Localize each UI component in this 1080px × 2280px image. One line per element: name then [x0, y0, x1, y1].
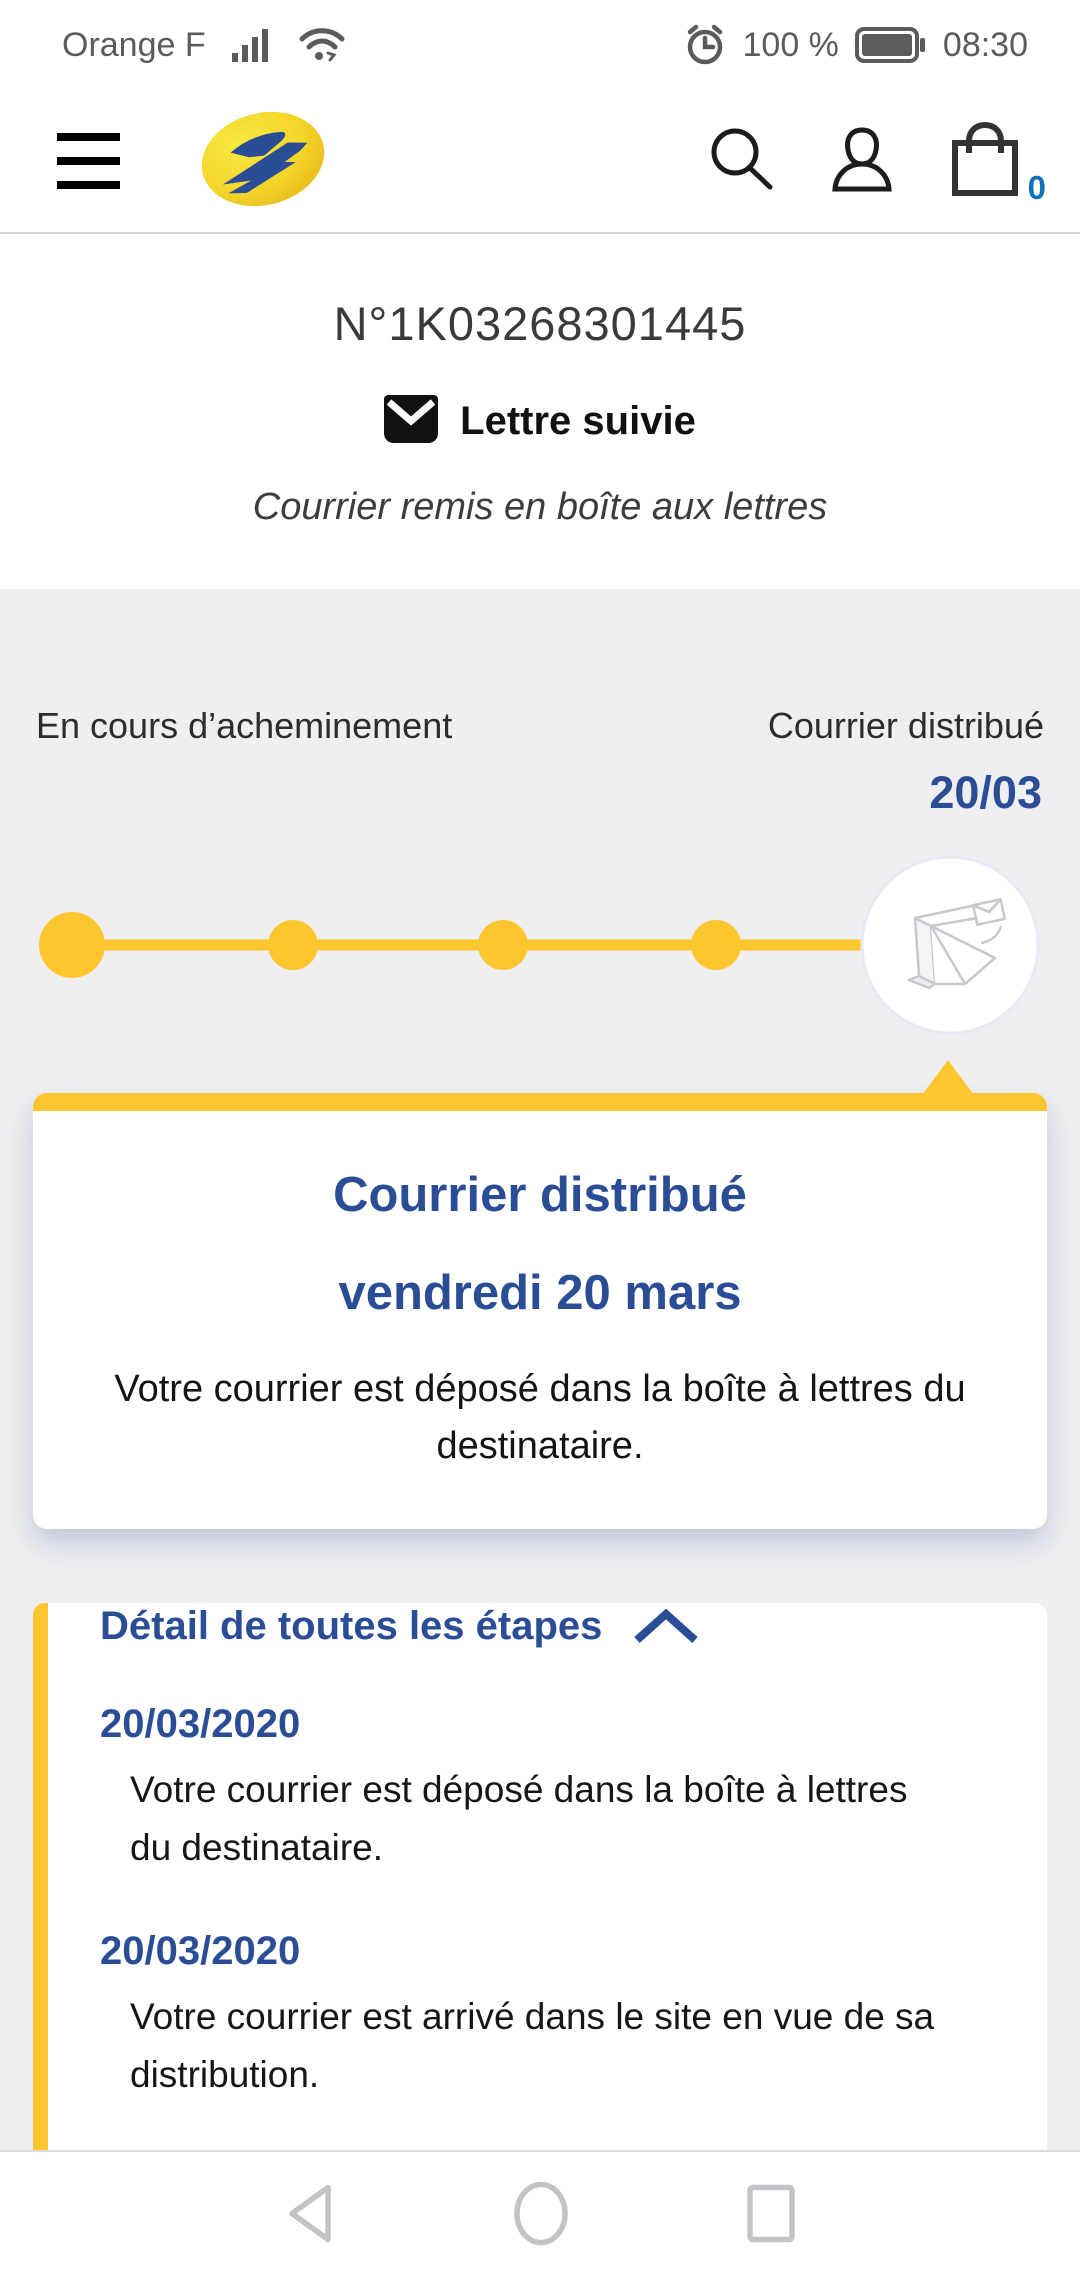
recents-icon[interactable] [746, 2183, 796, 2250]
search-icon[interactable] [708, 126, 774, 197]
signal-icon [230, 25, 274, 65]
card-description: Votre courrier est déposé dans la boîte … [114, 1368, 966, 1467]
tracking-section: En cours d’acheminement Courrier distrib… [0, 589, 1080, 2150]
chevron-up-icon [632, 1608, 700, 1650]
shipment-type-label: Lettre suivie [460, 399, 696, 443]
app-header: 0 [0, 90, 1080, 234]
menu-icon[interactable] [57, 133, 120, 189]
cart-button[interactable]: 0 [950, 121, 1046, 206]
delivery-status-card: Courrier distribué vendredi 20 mars Votr… [33, 1093, 1047, 1529]
progress-dot [478, 920, 528, 970]
progress-dot [39, 912, 105, 978]
shipment-summary: N°1K03268301445 Lettre suivie Courrier r… [0, 234, 1080, 589]
status-summary: Courrier remis en boîte aux lettres [252, 486, 828, 528]
progress-tracker [0, 835, 1080, 1085]
progress-right-label: Courrier distribué [767, 705, 1044, 746]
step-date: 20/03/2020 [100, 1929, 301, 1973]
tracking-number: N°1K03268301445 [333, 297, 747, 350]
status-bar: Orange F [0, 0, 1080, 90]
battery-icon [854, 26, 927, 64]
card-title: Courrier distribué [333, 1168, 747, 1222]
back-icon[interactable] [282, 2180, 338, 2253]
cart-count-badge: 0 [1027, 168, 1046, 206]
step-date: 20/03/2020 [100, 1702, 301, 1746]
carrier-label: Orange F [62, 25, 206, 64]
laposte-logo[interactable] [198, 107, 328, 216]
battery-percent-label: 100 % [742, 25, 839, 64]
person-icon[interactable] [830, 124, 894, 199]
card-subtitle: vendredi 20 mars [338, 1266, 742, 1320]
card-pointer-triangle [917, 1060, 979, 1102]
steps-detail-card: Détail de toutes les étapes 20/03/2020 V… [33, 1603, 1047, 2150]
step-entry: 20/03/2020 Votre courrier est arrivé dan… [100, 1929, 987, 2104]
step-text: Votre courrier est déposé dans la boîte … [130, 1769, 908, 1868]
progress-dot [268, 920, 318, 970]
mailbox-letter-icon [907, 898, 1007, 990]
android-nav-bar [0, 2150, 1080, 2280]
clock-label: 08:30 [942, 25, 1028, 64]
alarm-icon [683, 23, 727, 67]
home-icon[interactable] [512, 2179, 570, 2254]
progress-left-label: En cours d’acheminement [36, 705, 453, 746]
steps-detail-title: Détail de toutes les étapes [100, 1604, 603, 1648]
step-entry: 20/03/2020 Votre courrier est déposé dan… [100, 1702, 987, 1877]
progress-dot [691, 920, 741, 970]
steps-detail-toggle[interactable]: Détail de toutes les étapes [100, 1603, 987, 1650]
delivery-date-label: 20/03 [929, 767, 1042, 818]
wifi-icon [298, 25, 346, 65]
envelope-icon [384, 395, 439, 448]
step-text: Votre courrier est arrivé dans le site e… [130, 1996, 935, 2095]
